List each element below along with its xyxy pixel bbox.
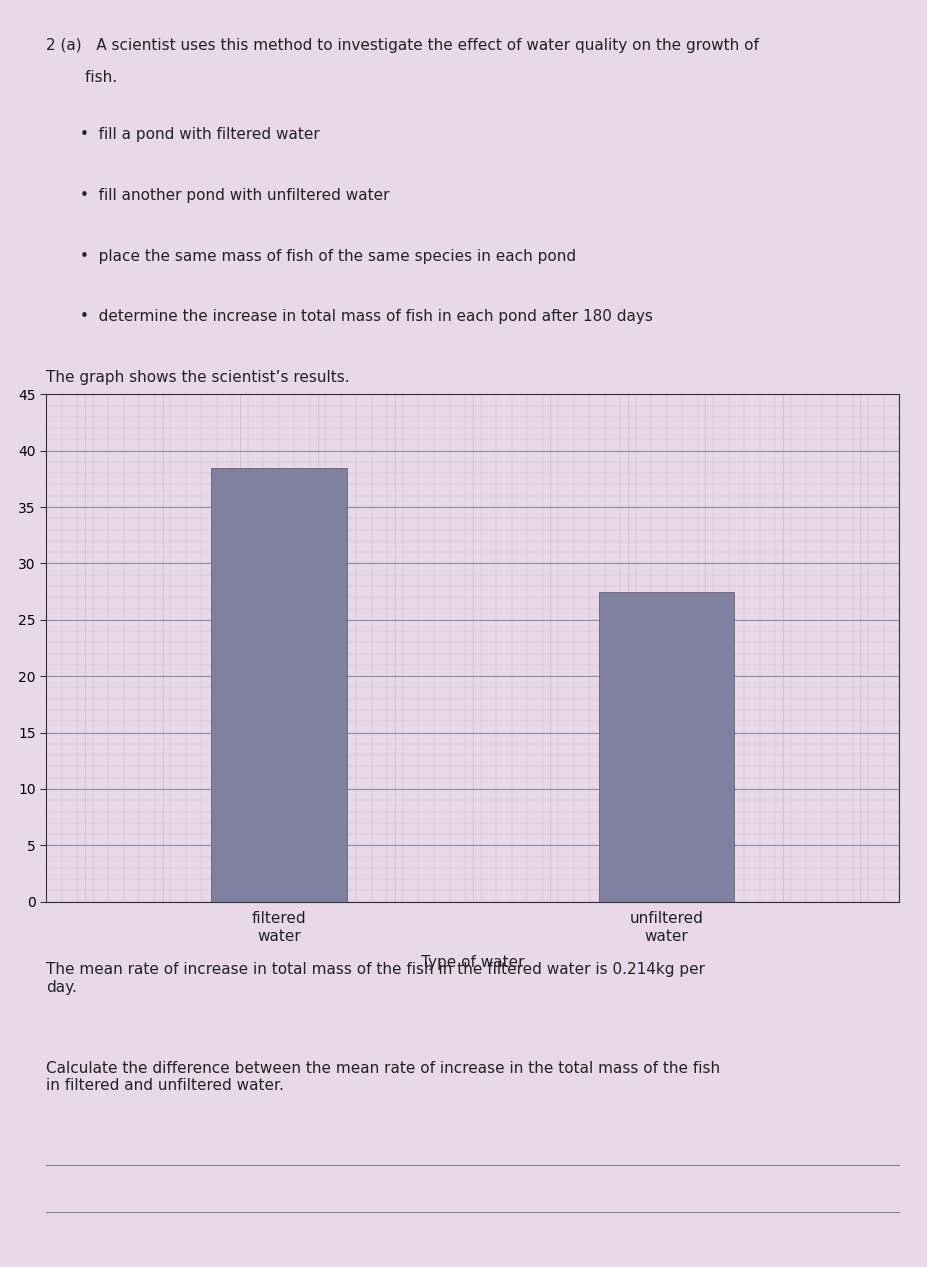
Text: •  fill a pond with filtered water: • fill a pond with filtered water: [81, 127, 320, 142]
Text: The mean rate of increase in total mass of the fish in the filtered water is 0.2: The mean rate of increase in total mass …: [46, 962, 705, 995]
Text: •  fill another pond with unfiltered water: • fill another pond with unfiltered wate…: [81, 188, 390, 203]
Text: •  place the same mass of fish of the same species in each pond: • place the same mass of fish of the sam…: [81, 248, 577, 264]
Text: •  determine the increase in total mass of fish in each pond after 180 days: • determine the increase in total mass o…: [81, 309, 654, 324]
Bar: [599, 592, 734, 902]
Text: 2 (a)   A scientist uses this method to investigate the effect of water quality : 2 (a) A scientist uses this method to in…: [46, 38, 759, 53]
Text: Calculate the difference between the mean rate of increase in the total mass of : Calculate the difference between the mea…: [46, 1060, 720, 1093]
Bar: [211, 468, 347, 902]
X-axis label: Type of water: Type of water: [421, 955, 525, 971]
Text: fish.: fish.: [46, 70, 118, 85]
Text: The graph shows the scientist’s results.: The graph shows the scientist’s results.: [46, 370, 350, 385]
